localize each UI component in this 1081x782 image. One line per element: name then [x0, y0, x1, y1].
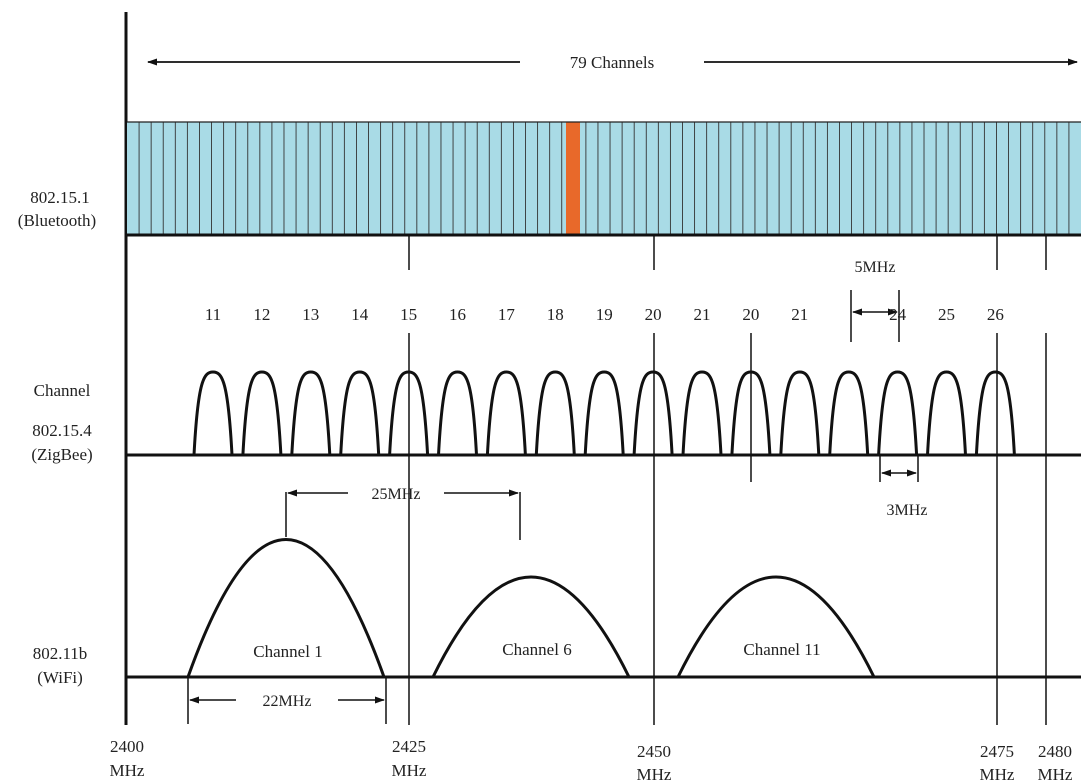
wifi-standard-label: 802.11b: [33, 644, 88, 663]
zigbee-channel-hump: [388, 370, 430, 456]
zigbee-channel-hump: [681, 370, 723, 456]
zigbee-channel-hump: [779, 370, 821, 456]
zigbee-channel-hump: [974, 370, 1016, 456]
zigbee-channel-label: 12: [253, 305, 270, 324]
wifi-name-label: (WiFi): [37, 668, 83, 687]
zigbee-channel-label: 14: [351, 305, 369, 324]
zigbee-channel-label: 20: [645, 305, 662, 324]
zigbee-channel-hump: [828, 370, 870, 456]
zigbee-channel-label: 21: [791, 305, 808, 324]
wifi-channel-6-label: Channel 6: [502, 640, 571, 659]
zigbee-channel-hump: [730, 370, 772, 456]
freq-2425-value: 2425: [392, 737, 426, 756]
zigbee-channel-label: 20: [742, 305, 759, 324]
bluetooth-name-label: (Bluetooth): [18, 211, 96, 230]
zigbee-channel-label: 26: [987, 305, 1004, 324]
zigbee-channel-hump: [290, 370, 332, 456]
channels-count-label: 79 Channels: [570, 53, 655, 72]
freq-2425-unit: MHz: [392, 761, 427, 780]
freq-2475-value: 2475: [980, 742, 1014, 761]
freq-2480-value: 2480: [1038, 742, 1072, 761]
zigbee-channel-label: 25: [938, 305, 955, 324]
zigbee-channel-hump: [877, 370, 919, 456]
zigbee-channel-hump: [485, 370, 527, 456]
freq-2400-value: 2400: [110, 737, 144, 756]
zigbee-name-label: (ZigBee): [31, 445, 92, 464]
freq-2475-unit: MHz: [980, 765, 1015, 782]
freq-2450-value: 2450: [637, 742, 671, 761]
zigbee-channel-hump: [926, 370, 967, 456]
zigbee-standard-label: 802.15.4: [32, 421, 92, 440]
zigbee-channel-hump: [632, 370, 674, 456]
zigbee-channel-word: Channel: [34, 381, 91, 400]
freq-2480-unit: MHz: [1038, 765, 1073, 782]
wifi-spacing-label: 25MHz: [372, 486, 421, 503]
zigbee-channel-hump: [339, 370, 381, 456]
zigbee-channel-label: 13: [302, 305, 319, 324]
zigbee-channel-hump: [241, 370, 283, 456]
wifi-channel-1-curve: [186, 538, 386, 678]
freq-2400-unit: MHz: [110, 761, 145, 780]
zigbee-channel-label: 24: [889, 305, 907, 324]
wifi-channel-1-label: Channel 1: [253, 642, 322, 661]
wifi-width-label: 22MHz: [263, 693, 312, 710]
zigbee-channel-labels: 11 12 13 14 15 16 17 18 19 20 21 20 21 24 25 26: [205, 305, 1004, 324]
zigbee-channel-hump: [437, 370, 478, 456]
zigbee-channel-label: 11: [205, 305, 221, 324]
zigbee-channel-label: 21: [694, 305, 711, 324]
zigbee-channel-hump: [534, 370, 576, 456]
zigbee-channel-label: 19: [596, 305, 613, 324]
bluetooth-active-channel: [566, 122, 580, 235]
zigbee-channel-hump: [583, 370, 625, 456]
zigbee-channel-label: 16: [449, 305, 466, 324]
zigbee-channel-label: 15: [400, 305, 417, 324]
wifi-channel-11-label: Channel 11: [743, 640, 820, 659]
zigbee-channel-humps: [192, 370, 1016, 456]
wifi-channel-6-curve: [431, 575, 631, 678]
bt-spacing-label: 5MHz: [855, 259, 896, 276]
zigbee-width-label: 3MHz: [887, 502, 928, 519]
bluetooth-standard-label: 802.15.1: [30, 188, 90, 207]
zigbee-channel-label: 17: [498, 305, 516, 324]
wifi-channel-11-curve: [676, 575, 876, 678]
zigbee-channel-label: 18: [547, 305, 564, 324]
zigbee-channel-hump: [192, 370, 234, 456]
bluetooth-channel-dividers: [138, 122, 1070, 235]
bluetooth-band: [127, 122, 1081, 235]
freq-2450-unit: MHz: [637, 765, 672, 782]
